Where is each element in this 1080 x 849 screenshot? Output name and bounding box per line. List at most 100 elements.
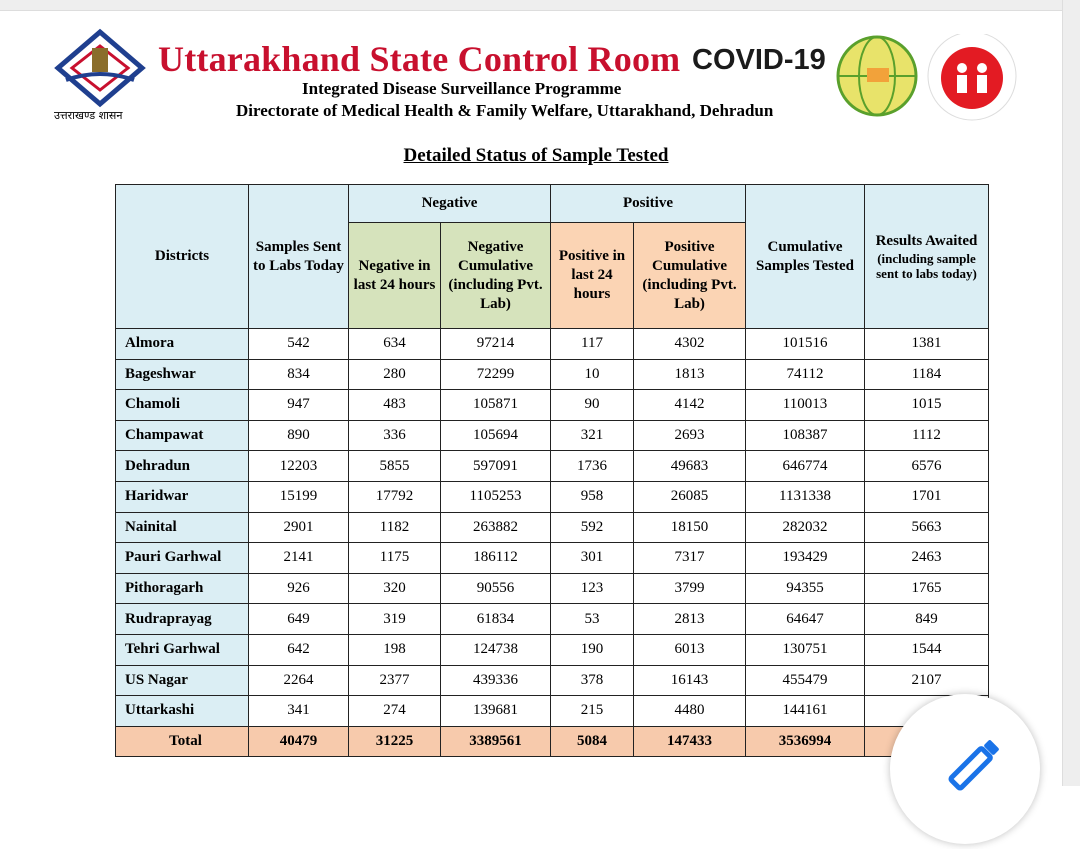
value-cell: 6576 [864, 450, 989, 482]
value-cell: 64647 [745, 603, 865, 635]
covid-logo: COVID-19 [692, 44, 826, 76]
value-cell: 105694 [440, 419, 551, 452]
value-cell: 17792 [348, 480, 441, 513]
value-cell: 634 [348, 328, 441, 360]
value-cell: 61834 [440, 603, 551, 635]
header-cell: Samples Sent to Labs Today [248, 184, 349, 329]
value-cell: 320 [348, 572, 441, 605]
value-cell: 105871 [440, 389, 551, 421]
value-cell: 144161 [745, 695, 865, 727]
value-cell: 1544 [864, 633, 989, 666]
header-text: Results Awaited [875, 233, 978, 249]
value-cell: 139681 [440, 695, 551, 727]
value-cell: 1175 [348, 542, 441, 574]
value-cell: 378 [550, 664, 634, 697]
status-table: Districts Samples Sent to Labs Today Negat… [115, 184, 989, 758]
value-cell: 2901 [248, 511, 349, 544]
value-cell: 341 [248, 695, 349, 727]
state-emblem [54, 28, 146, 108]
value-cell: 890 [248, 419, 349, 452]
value-cell: 198 [348, 633, 441, 666]
directorate: Directorate of Medical Health & Family W… [236, 101, 774, 120]
value-cell: 193429 [745, 542, 865, 574]
value-cell: 280 [348, 358, 441, 391]
district-cell: Haridwar [115, 480, 249, 513]
value-cell: 12203 [248, 450, 349, 482]
value-cell: 5663 [864, 511, 989, 544]
value-cell: 1701 [864, 480, 989, 513]
data-row: Bageshwar 834 280 72299 10 1813 74112 1184 [115, 358, 989, 391]
header-row: Negative in last 24 hours Negative Cumula… [116, 222, 989, 329]
page: उत्तराखण्ड शासन Uttarakhand State Contro… [0, 0, 1080, 791]
value-cell: 649 [248, 603, 349, 635]
value-cell: 483 [348, 389, 441, 421]
value-cell: 1736 [550, 450, 634, 482]
pencil-icon [948, 740, 999, 791]
value-cell: 282032 [745, 511, 865, 544]
value-cell: 2264 [248, 664, 349, 697]
viewer-edge [0, 0, 1062, 11]
district-cell: Bageshwar [115, 358, 249, 391]
district-cell: Almora [115, 328, 249, 360]
district-cell: Pauri Garhwal [115, 542, 249, 574]
value-cell: 49683 [633, 450, 746, 482]
data-row: Nainital 2901 1182 263882 592 18150 282032 5663 [115, 511, 989, 544]
data-row: Pauri Garhwal 2141 1175 186112 301 7317 193429… [115, 542, 989, 574]
value-cell: 2463 [864, 542, 989, 574]
district-cell: Nainital [115, 511, 249, 544]
value-cell: 31225 [348, 725, 441, 758]
value-cell: 123 [550, 572, 634, 605]
value-cell: 646774 [745, 450, 865, 482]
value-cell: 130751 [745, 633, 865, 666]
header-cell: Negative Cumulative (including Pvt. Lab) [440, 222, 551, 329]
value-cell: 190 [550, 633, 634, 666]
value-cell: 834 [248, 358, 349, 391]
value-cell: 263882 [440, 511, 551, 544]
value-cell: 15199 [248, 480, 349, 513]
value-cell: 1131338 [745, 480, 865, 513]
viewer-edge [1062, 0, 1080, 786]
data-row: Uttarkashi 341 274 139681 215 4480 144161 [115, 695, 989, 727]
edit-button[interactable] [890, 694, 1040, 844]
value-cell: 94355 [745, 572, 865, 605]
header-title: Uttarakhand State Control Room [158, 39, 681, 79]
value-cell: 1182 [348, 511, 441, 544]
programme: Integrated Disease Surveillance Programm… [302, 79, 622, 98]
value-cell: 90 [550, 389, 634, 421]
value-cell: 215 [550, 695, 634, 727]
value-cell: 108387 [745, 419, 865, 452]
total-row: Total 40479 31225 3389561 5084 147433 3536994 [115, 725, 989, 758]
value-cell: 1112 [864, 419, 989, 452]
value-cell: 4480 [633, 695, 746, 727]
value-cell: 1015 [864, 389, 989, 421]
district-cell: Dehradun [115, 450, 249, 482]
value-cell: 101516 [745, 328, 865, 360]
value-cell: 926 [248, 572, 349, 605]
value-cell: 110013 [745, 389, 865, 421]
data-row: Tehri Garhwal 642 198 124738 190 6013 130751 15… [115, 633, 989, 666]
value-cell: 301 [550, 542, 634, 574]
value-cell: 2377 [348, 664, 441, 697]
table-heading: Detailed Status of Sample Tested [403, 145, 669, 166]
data-row: Almora 542 634 97214 117 4302 101516 1381 [115, 328, 989, 360]
data-row: Chamoli 947 483 105871 90 4142 110013 1015 [115, 389, 989, 421]
header-cell: Positive Cumulative (including Pvt. Lab) [633, 222, 746, 329]
value-cell: 16143 [633, 664, 746, 697]
value-cell: 1765 [864, 572, 989, 605]
value-cell: 6013 [633, 633, 746, 666]
district-cell: Tehri Garhwal [115, 633, 249, 666]
value-cell: 958 [550, 480, 634, 513]
value-cell: 3799 [633, 572, 746, 605]
value-cell: 2141 [248, 542, 349, 574]
district-cell: Chamoli [115, 389, 249, 421]
value-cell: 455479 [745, 664, 865, 697]
emblem-caption: उत्तराखण्ड शासन [54, 109, 123, 122]
district-cell: Uttarkashi [115, 695, 249, 727]
value-cell: 97214 [440, 328, 551, 360]
header-row: Districts Samples Sent to Labs Today Negat… [115, 184, 989, 329]
value-cell: 5084 [550, 725, 634, 758]
data-row: Haridwar 15199 17792 1105253 958 26085 1131338… [115, 480, 989, 513]
value-cell: 74112 [745, 358, 865, 391]
value-cell: 147433 [633, 725, 746, 758]
value-cell: 1105253 [440, 480, 551, 513]
